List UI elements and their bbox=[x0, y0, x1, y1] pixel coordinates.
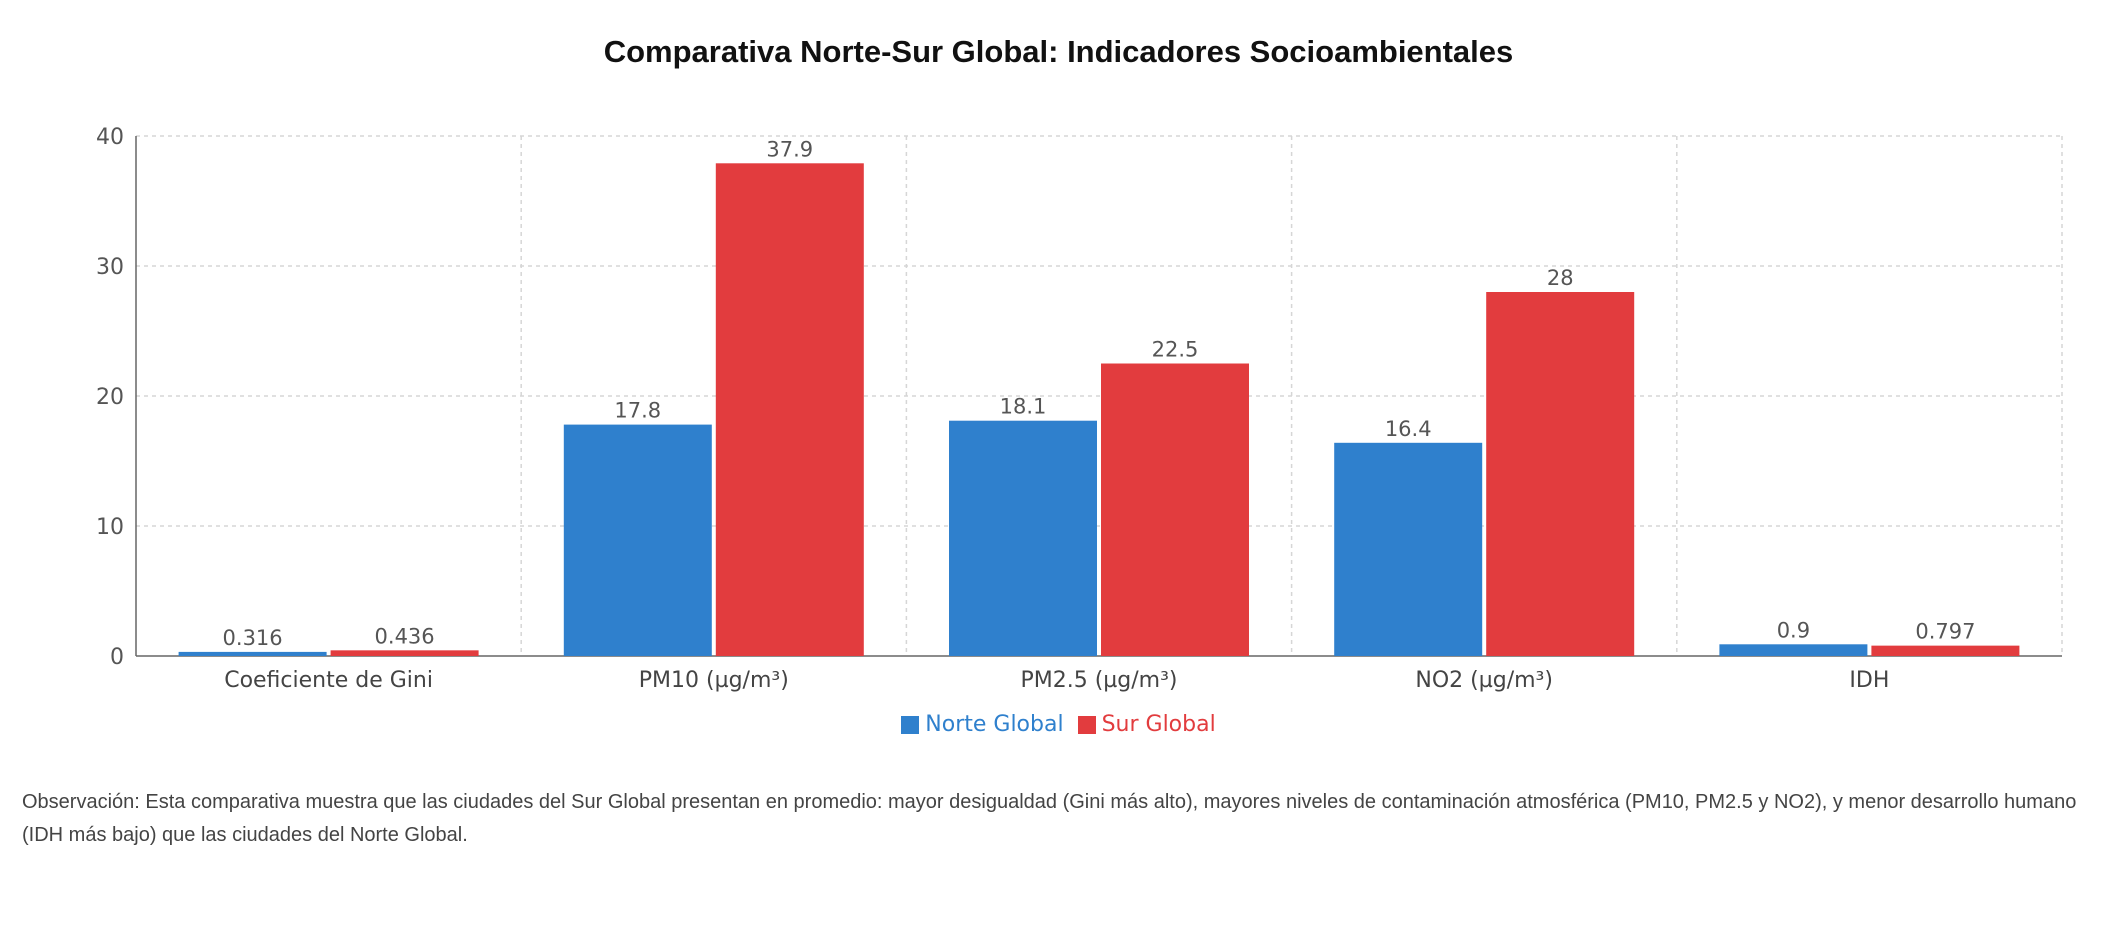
x-tick-label: PM10 (µg/m³) bbox=[639, 668, 789, 693]
data-label: 0.9 bbox=[1777, 618, 1810, 642]
y-tick-label: 30 bbox=[96, 255, 124, 280]
y-tick-label: 0 bbox=[110, 645, 124, 670]
bar-norte bbox=[563, 424, 712, 656]
legend-label-sur: Sur Global bbox=[1101, 712, 1216, 737]
y-tick-label: 20 bbox=[96, 385, 124, 410]
x-tick-label: Coeficiente de Gini bbox=[224, 668, 433, 693]
legend-label-norte: Norte Global bbox=[925, 712, 1064, 737]
data-label: 18.1 bbox=[1000, 395, 1047, 419]
legend-swatch-sur bbox=[1077, 715, 1096, 734]
y-tick-label: 10 bbox=[96, 515, 124, 540]
legend: Norte Global Sur Global bbox=[0, 712, 2117, 737]
legend-swatch-norte bbox=[901, 715, 920, 734]
x-tick-label: NO2 (µg/m³) bbox=[1415, 668, 1553, 693]
chart-title: Comparativa Norte-Sur Global: Indicadore… bbox=[603, 34, 1514, 69]
x-tick-label: IDH bbox=[1849, 668, 1889, 693]
legend-item-sur[interactable]: Sur Global bbox=[1077, 712, 1216, 737]
data-label: 0.436 bbox=[375, 624, 435, 648]
y-tick-label: 40 bbox=[96, 125, 124, 150]
bar-sur bbox=[1871, 645, 2020, 656]
data-label: 16.4 bbox=[1385, 417, 1432, 441]
bar-sur bbox=[715, 163, 864, 657]
bar-norte bbox=[178, 651, 327, 656]
data-label: 0.797 bbox=[1915, 620, 1975, 644]
bar-sur bbox=[1101, 363, 1249, 656]
data-label: 28 bbox=[1547, 266, 1574, 290]
x-tick-label: PM2.5 (µg/m³) bbox=[1020, 668, 1177, 693]
legend-item-norte[interactable]: Norte Global bbox=[901, 712, 1064, 737]
bar-sur bbox=[1486, 292, 1635, 656]
bar-norte bbox=[949, 420, 1097, 656]
data-label: 22.5 bbox=[1152, 338, 1199, 362]
data-label: 37.9 bbox=[766, 137, 813, 161]
observation-note: Observación: Esta comparativa muestra qu… bbox=[22, 791, 2077, 846]
data-label: 0.316 bbox=[223, 626, 283, 650]
data-label: 17.8 bbox=[614, 399, 661, 423]
bar-chart: 0 10 20 30 40 Coeficiente de Gini PM10 (µg/m³)… bbox=[96, 125, 2063, 693]
bar-norte bbox=[1334, 442, 1483, 656]
bar-norte bbox=[1719, 644, 1868, 656]
bar-sur bbox=[330, 650, 479, 656]
